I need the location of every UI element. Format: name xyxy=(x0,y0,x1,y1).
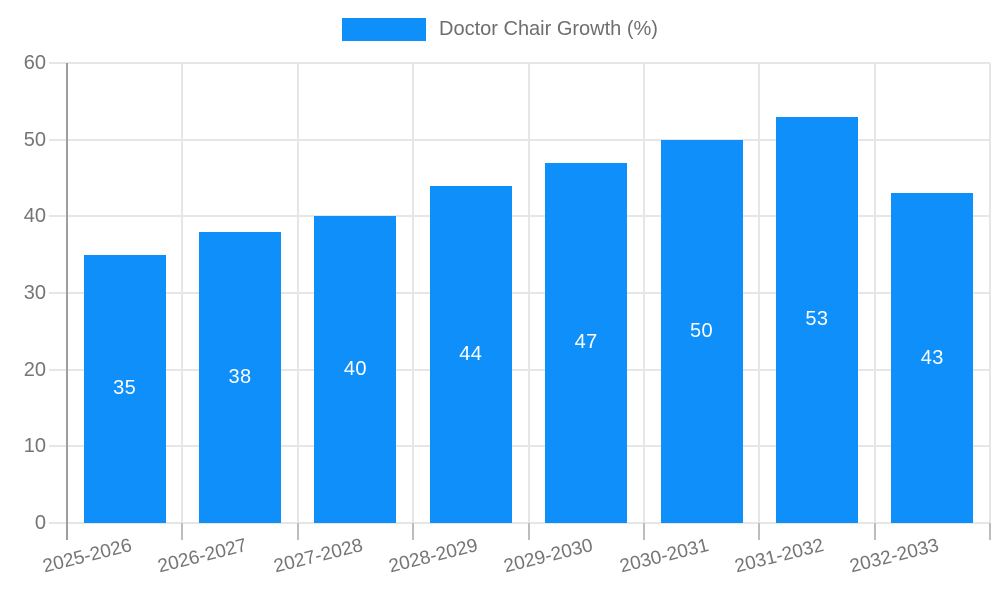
x-gridline xyxy=(758,63,761,523)
bar: 43 xyxy=(891,193,974,523)
x-tick-mark xyxy=(758,523,761,540)
x-tick-mark xyxy=(873,523,876,540)
y-tick-mark xyxy=(49,215,67,218)
x-gridline xyxy=(527,63,530,523)
x-tick-label: 2032-2033 xyxy=(848,535,942,578)
y-tick-label: 20 xyxy=(23,358,46,381)
x-tick-mark xyxy=(412,523,415,540)
bar-value-label: 35 xyxy=(113,377,137,400)
bar-value-label: 50 xyxy=(689,319,714,342)
x-tick-label: 2029-2030 xyxy=(502,535,596,578)
x-tick-label: 2025-2026 xyxy=(40,535,134,578)
x-tick-label: 2028-2029 xyxy=(386,535,480,578)
bar-value-label: 53 xyxy=(805,308,829,331)
x-tick-label: 2026-2027 xyxy=(155,535,250,578)
legend-label: Doctor Chair Growth (%) xyxy=(439,18,658,40)
bar: 44 xyxy=(429,185,512,523)
x-tick-mark xyxy=(989,523,991,540)
bar: 53 xyxy=(775,116,858,523)
bar-value-label: 47 xyxy=(574,331,598,354)
x-tick-mark xyxy=(181,523,184,540)
y-tick-label: 50 xyxy=(23,128,46,151)
x-tick-label: 2030-2031 xyxy=(617,535,711,578)
x-tick-mark xyxy=(527,523,530,540)
y-tick-mark xyxy=(49,368,67,371)
x-gridline xyxy=(296,63,299,523)
x-tick-label: 2031-2032 xyxy=(732,535,827,578)
x-tick-mark xyxy=(296,523,299,540)
x-tick-label: 2027-2028 xyxy=(271,535,365,578)
bar-value-label: 40 xyxy=(343,358,368,381)
y-tick-mark xyxy=(49,292,67,294)
y-tick-label: 40 xyxy=(23,205,46,228)
x-tick-mark xyxy=(642,523,645,540)
y-tick-mark xyxy=(49,138,67,141)
bar: 35 xyxy=(83,254,166,523)
legend-swatch xyxy=(342,18,427,41)
y-tick-label: 10 xyxy=(23,435,46,458)
y-tick-mark xyxy=(49,445,67,448)
y-tick-mark xyxy=(49,62,67,64)
y-axis-line xyxy=(66,63,68,540)
y-tick-label: 60 xyxy=(23,52,46,74)
y-tick-label: 0 xyxy=(34,512,46,534)
bar: 50 xyxy=(660,139,743,523)
x-gridline xyxy=(642,63,645,523)
y-tick-label: 30 xyxy=(23,282,46,304)
chart-legend[interactable]: Doctor Chair Growth (%) xyxy=(0,18,1000,41)
y-tick-mark xyxy=(49,522,67,524)
x-gridline xyxy=(412,63,415,523)
x-gridline xyxy=(873,63,876,523)
bar: 47 xyxy=(545,162,628,523)
bar-value-label: 38 xyxy=(228,365,252,388)
bar-value-label: 43 xyxy=(920,346,944,369)
bar: 38 xyxy=(199,231,282,523)
bar: 40 xyxy=(314,216,397,523)
bar-value-label: 44 xyxy=(459,342,483,365)
x-gridline xyxy=(181,63,184,523)
x-gridline xyxy=(989,63,991,523)
